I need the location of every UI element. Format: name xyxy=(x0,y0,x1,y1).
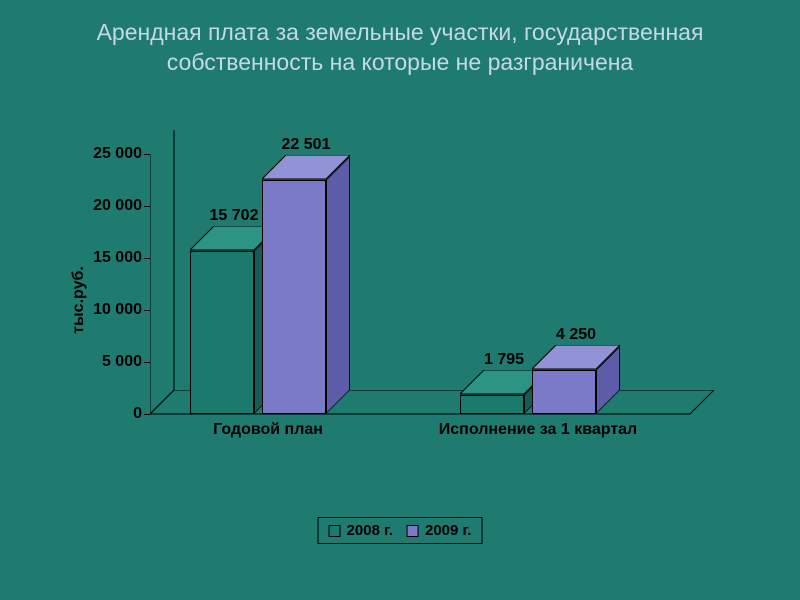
y-tick-label: 15 000 xyxy=(80,249,142,267)
bar-value-label: 4 250 xyxy=(516,326,636,344)
legend-swatch xyxy=(329,525,341,537)
chart-area: тыс.руб. 05 00010 00015 00020 00025 000 … xyxy=(80,130,700,470)
legend-swatch xyxy=(407,525,419,537)
bar-value-label: 22 501 xyxy=(246,136,366,154)
legend-item: 2008 г. xyxy=(329,522,393,539)
y-tick-label: 5 000 xyxy=(80,353,142,371)
legend-label: 2009 г. xyxy=(425,522,471,539)
y-tick-label: 20 000 xyxy=(80,197,142,215)
legend: 2008 г. 2009 г. xyxy=(318,517,483,544)
y-axis-label: тыс.руб. xyxy=(70,266,88,334)
y-tick-label: 10 000 xyxy=(80,301,142,319)
y-tick-label: 25 000 xyxy=(80,145,142,163)
category-label: Годовой план xyxy=(158,420,378,440)
category-label: Исполнение за 1 квартал xyxy=(428,420,648,440)
legend-item: 2009 г. xyxy=(407,522,471,539)
plot-region: 15 70222 501Годовой план1 7954 250Исполн… xyxy=(150,130,690,420)
chart-title: Арендная плата за земельные участки, гос… xyxy=(0,0,800,88)
y-tick-label: 0 xyxy=(80,405,142,423)
legend-label: 2008 г. xyxy=(347,522,393,539)
